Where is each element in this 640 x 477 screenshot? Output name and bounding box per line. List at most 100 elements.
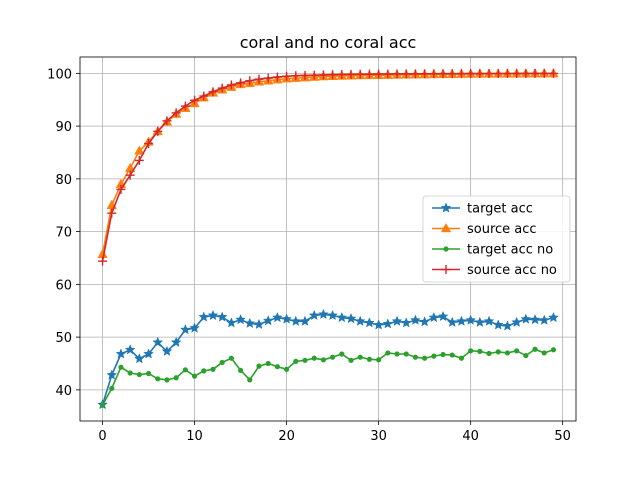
- data-point: [134, 155, 144, 165]
- x-tick-label: 30: [370, 429, 387, 444]
- data-point: [403, 351, 409, 357]
- data-point: [328, 70, 338, 80]
- data-point: [299, 315, 311, 326]
- x-tick-label: 0: [98, 429, 106, 444]
- data-point: [447, 69, 457, 79]
- data-point: [274, 364, 280, 370]
- data-point: [180, 101, 190, 111]
- legend: target acc source acc target acc no source …: [422, 195, 571, 283]
- data-point: [125, 170, 135, 180]
- y-tick-label: 40: [55, 384, 72, 399]
- y-tick-label: 90: [55, 120, 72, 135]
- data-point: [514, 348, 520, 354]
- data-point: [348, 357, 354, 363]
- data-point: [253, 318, 265, 330]
- data-point: [357, 354, 363, 360]
- data-point: [394, 351, 400, 357]
- series-2: [99, 346, 557, 408]
- data-point: [171, 108, 181, 118]
- data-point: [392, 69, 402, 79]
- data-point: [420, 69, 430, 79]
- data-point: [217, 83, 227, 93]
- data-point: [521, 68, 531, 78]
- data-point: [290, 315, 302, 326]
- data-point: [366, 356, 373, 362]
- data-point: [541, 350, 547, 356]
- data-point: [115, 348, 127, 359]
- data-point: [311, 355, 317, 361]
- data-point: [254, 74, 264, 84]
- data-point: [504, 350, 511, 356]
- data-point: [327, 309, 338, 321]
- series-3: [98, 68, 558, 266]
- data-point: [502, 69, 512, 79]
- data-point: [532, 346, 538, 352]
- data-point: [446, 316, 458, 327]
- legend-label: source acc no: [467, 263, 557, 278]
- data-point: [99, 402, 106, 408]
- legend-label: target acc no: [467, 243, 553, 258]
- data-point: [373, 319, 385, 330]
- data-point: [431, 353, 437, 359]
- data-point: [465, 314, 477, 325]
- data-point: [164, 377, 170, 383]
- data-point: [486, 350, 492, 357]
- data-point: [456, 315, 467, 326]
- data-point: [330, 354, 336, 360]
- data-point: [256, 363, 262, 369]
- data-point: [410, 314, 421, 325]
- data-point: [318, 308, 329, 320]
- data-point: [170, 336, 182, 347]
- y-tick-label: 70: [55, 226, 72, 241]
- data-point: [293, 358, 299, 364]
- data-point: [339, 351, 345, 357]
- data-point: [376, 357, 382, 363]
- data-point: [458, 355, 465, 361]
- data-point: [354, 315, 366, 326]
- data-point: [523, 352, 529, 359]
- data-point: [468, 348, 474, 354]
- data-point: [272, 72, 282, 82]
- data-point: [262, 315, 274, 326]
- data-point: [145, 370, 152, 377]
- data-point: [134, 145, 145, 155]
- legend-label: source acc: [467, 222, 537, 237]
- data-point: [466, 69, 476, 79]
- legend-entry-3: source acc no: [432, 263, 557, 278]
- data-point: [173, 375, 179, 381]
- data-point: [127, 370, 133, 376]
- data-point: [320, 357, 326, 363]
- data-point: [484, 69, 494, 79]
- data-point: [429, 69, 439, 79]
- data-point: [438, 69, 448, 79]
- data-point: [512, 68, 522, 78]
- data-point: [247, 377, 253, 383]
- data-point: [265, 360, 271, 367]
- data-point: [401, 69, 411, 79]
- y-tick-label: 50: [55, 331, 72, 346]
- data-point: [475, 69, 485, 79]
- data-point: [355, 69, 365, 79]
- data-point: [155, 376, 161, 382]
- data-point: [443, 246, 449, 252]
- data-point: [179, 324, 191, 335]
- data-point: [364, 69, 374, 79]
- data-point: [116, 184, 126, 194]
- data-point: [550, 347, 557, 353]
- data-point: [236, 78, 246, 88]
- chart-title: coral and no coral acc: [240, 33, 417, 52]
- data-point: [456, 69, 466, 79]
- data-point: [412, 354, 419, 360]
- data-point: [271, 311, 283, 323]
- data-point: [400, 317, 412, 328]
- data-point: [474, 316, 486, 327]
- data-point: [308, 309, 320, 321]
- data-point: [191, 373, 198, 379]
- data-point: [282, 71, 292, 81]
- series-group: [97, 68, 559, 410]
- data-point: [228, 355, 234, 361]
- data-point: [410, 69, 420, 79]
- data-point: [189, 322, 200, 333]
- data-point: [530, 68, 540, 78]
